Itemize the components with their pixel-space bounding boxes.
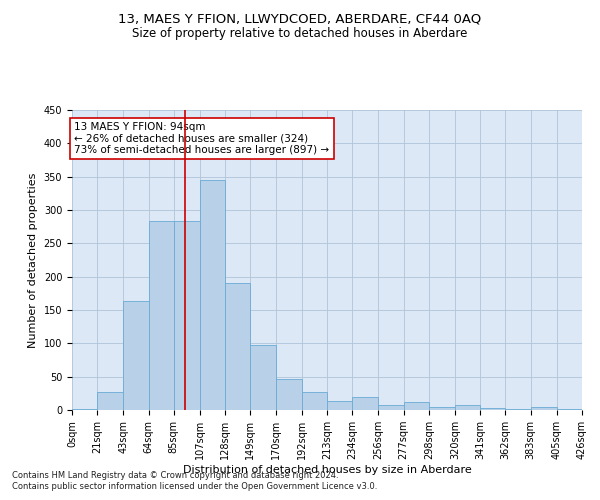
Bar bbox=[200, 180, 225, 410]
Bar bbox=[174, 222, 200, 410]
Bar bbox=[302, 392, 327, 410]
Bar bbox=[429, 408, 455, 410]
Bar bbox=[97, 392, 124, 410]
Bar bbox=[379, 406, 404, 410]
Bar bbox=[225, 284, 250, 410]
Bar bbox=[275, 378, 302, 410]
Text: 13, MAES Y FFION, LLWYDCOED, ABERDARE, CF44 0AQ: 13, MAES Y FFION, LLWYDCOED, ABERDARE, C… bbox=[118, 12, 482, 26]
Bar bbox=[124, 302, 149, 410]
Bar bbox=[250, 344, 275, 410]
Y-axis label: Number of detached properties: Number of detached properties bbox=[28, 172, 38, 348]
Text: 13 MAES Y FFION: 94sqm
← 26% of detached houses are smaller (324)
73% of semi-de: 13 MAES Y FFION: 94sqm ← 26% of detached… bbox=[74, 122, 329, 155]
Bar bbox=[404, 402, 429, 410]
Text: Contains HM Land Registry data © Crown copyright and database right 2024.: Contains HM Land Registry data © Crown c… bbox=[12, 471, 338, 480]
Bar bbox=[352, 398, 379, 410]
Bar bbox=[480, 408, 505, 410]
Bar bbox=[530, 406, 557, 410]
Text: Contains public sector information licensed under the Open Government Licence v3: Contains public sector information licen… bbox=[12, 482, 377, 491]
Bar bbox=[557, 408, 582, 410]
Bar bbox=[72, 408, 97, 410]
Text: Size of property relative to detached houses in Aberdare: Size of property relative to detached ho… bbox=[133, 28, 467, 40]
X-axis label: Distribution of detached houses by size in Aberdare: Distribution of detached houses by size … bbox=[182, 465, 472, 475]
Bar bbox=[505, 408, 530, 410]
Bar bbox=[149, 222, 174, 410]
Bar bbox=[327, 400, 352, 410]
Bar bbox=[455, 406, 480, 410]
